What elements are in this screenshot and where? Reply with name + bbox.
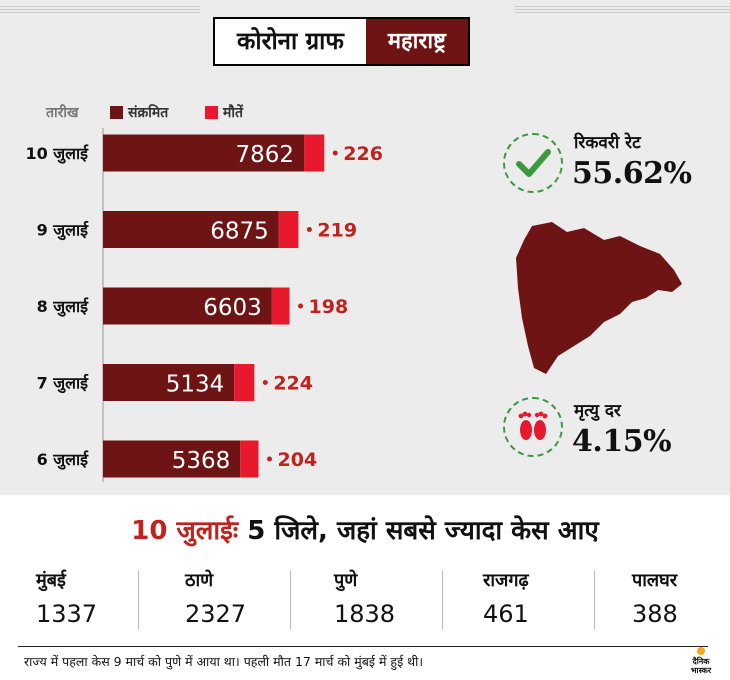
bar-deaths: [304, 134, 325, 172]
deaths-value-label: 226: [343, 143, 383, 165]
infected-value-label: 7862: [235, 142, 294, 168]
divider: [290, 570, 291, 630]
bar-deaths: [278, 211, 299, 248]
district-name: पालघर: [632, 570, 678, 591]
district-value: 388: [632, 600, 678, 628]
mortality-rate-value: 4.15%: [572, 424, 672, 459]
districts-heading-text: 5 जिले, जहां सबसे ज्यादा केस आए: [238, 516, 599, 546]
district-item: ठाणे 2327: [185, 566, 246, 638]
infected-value-label: 5134: [166, 372, 225, 398]
legend-label-infected: संक्रमित: [128, 105, 169, 121]
district-item: पालघर 388: [632, 566, 678, 638]
mortality-rate-label: मृत्यु दर: [574, 401, 621, 421]
date-axis-label: तारीख: [46, 105, 79, 121]
header: कोरोना ग्राफ महाराष्ट्र: [213, 17, 470, 66]
district-item: राजगढ़ 461: [483, 566, 529, 638]
category-label: 10 जुलाई: [25, 144, 89, 164]
brand-line-2: भास्कर: [691, 666, 712, 675]
footer-divider: [18, 646, 708, 647]
brand-line-1: दैनिक: [692, 656, 711, 666]
district-item: मुंबई 1337: [36, 566, 97, 638]
district-item: पुणे 1838: [334, 566, 395, 638]
legend-swatch-deaths: [205, 106, 218, 119]
bar-infected: [103, 211, 279, 248]
bar-infected: [103, 364, 235, 401]
bar-deaths: [234, 364, 255, 401]
district-name: पुणे: [334, 570, 358, 591]
district-name: राजगढ़: [483, 570, 529, 591]
district-name: ठाणे: [185, 570, 214, 591]
district-name: मुंबई: [36, 570, 66, 591]
bar-infected: [103, 440, 241, 478]
legend-label-deaths: मौतें: [223, 105, 243, 121]
districts-heading: 10 जुलाईः 5 जिले, जहां सबसे ज्यादा केस आ…: [0, 511, 730, 547]
category-label: 9 जुलाई: [37, 221, 90, 241]
district-value: 1337: [36, 600, 98, 628]
district-value: 1838: [334, 600, 396, 628]
category-label: 8 जुलाई: [37, 297, 90, 317]
recovery-rate-label: रिकवरी रेट: [574, 133, 641, 153]
category-label: 6 जुलाई: [37, 450, 90, 470]
district-value: 2327: [185, 600, 247, 628]
category-label: 7 जुलाई: [37, 374, 90, 394]
deaths-value-label: 219: [317, 220, 357, 242]
infected-value-label: 5368: [172, 448, 231, 474]
bullet-icon: [298, 303, 304, 309]
bar-infected: [103, 134, 305, 172]
infected-value-label: 6603: [203, 295, 262, 321]
region-tag: महाराष्ट्र: [365, 19, 468, 64]
bar-chart: 10 जुलाई 7862 226 9 जुलाई 6875 219 8 जुलाई 6603…: [25, 128, 383, 482]
bar-deaths: [271, 287, 290, 325]
divider: [594, 570, 595, 630]
bar-infected: [103, 287, 272, 325]
bullet-icon: [267, 456, 273, 462]
divider: [138, 570, 139, 630]
bullet-icon: [332, 150, 338, 156]
check-icon: [503, 133, 563, 193]
deaths-value-label: 224: [273, 373, 313, 395]
bar-deaths: [240, 440, 259, 478]
decor-stripes-right: [515, 6, 730, 14]
deaths-value-label: 198: [309, 296, 349, 318]
legend-infected: संक्रमित: [110, 103, 168, 122]
brand-logo: दैनिक भास्कर: [691, 647, 712, 675]
footnote: राज्य में पहला केस 9 मार्च को पुणे में आ…: [24, 654, 424, 669]
bullet-icon: [306, 227, 312, 232]
recovery-rate-value: 55.62%: [572, 156, 692, 191]
maharashtra-map: [516, 222, 682, 374]
legend-swatch-infected: [110, 106, 123, 119]
chart-legend: तारीख संक्रमित मौतें: [0, 100, 330, 124]
footprints-icon: [503, 397, 563, 457]
deaths-value-label: 204: [278, 449, 318, 471]
legend-deaths: मौतें: [205, 103, 243, 122]
district-value: 461: [483, 600, 529, 628]
divider: [442, 570, 443, 630]
bullet-icon: [262, 380, 268, 385]
district-list: मुंबई 1337 ठाणे 2327 पुणे 1838 राजगढ़ 46…: [0, 566, 730, 638]
page-title: कोरोना ग्राफ: [237, 27, 344, 55]
infected-value-label: 6875: [210, 219, 269, 245]
chart-panel: कोरोना ग्राफ महाराष्ट्र तारीख संक्रमित म…: [0, 0, 730, 495]
decor-stripes-left: [0, 6, 200, 14]
districts-heading-date: 10 जुलाईः: [131, 516, 239, 546]
